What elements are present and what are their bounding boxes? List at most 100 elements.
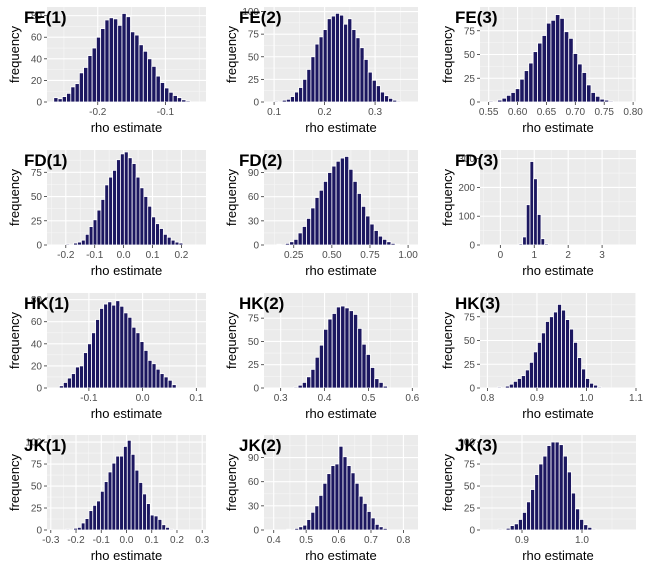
histogram-bar [91, 332, 97, 389]
y-tick-label: 0 [469, 241, 475, 252]
histogram-bar [354, 482, 360, 531]
histogram-bar [57, 98, 63, 103]
histogram-bar [508, 383, 514, 389]
x-tick-label: 0.1 [267, 107, 281, 118]
histogram-bar [335, 12, 340, 103]
histogram-bar [587, 526, 593, 531]
histogram-bar [359, 47, 365, 103]
histogram-bar [138, 44, 144, 103]
x-tick-label: 0.0 [117, 250, 131, 261]
histogram-bar [149, 514, 155, 531]
y-axis-title: frequency [440, 311, 455, 369]
histogram-bar [509, 525, 515, 531]
x-tick-label: 0.50 [322, 250, 342, 261]
histogram-bar [293, 238, 299, 246]
histogram-bar [322, 482, 328, 531]
histogram-bar [100, 490, 105, 531]
histogram-bar [559, 17, 565, 103]
histogram-bar [302, 78, 308, 103]
x-tick-label: 0.55 [479, 107, 499, 118]
histogram-bar [151, 216, 156, 246]
histogram-bar [344, 156, 350, 246]
histogram-panel: 0.3 0.4 0.5 0.6 0 25 50 75 rho estimate frequency… [224, 293, 420, 421]
histogram-bar [366, 511, 372, 531]
histogram-bar [370, 367, 376, 389]
histogram-bar [518, 519, 523, 531]
histogram-bar [301, 226, 307, 246]
histogram-bar [151, 65, 157, 103]
x-tick-label: -0.2 [57, 250, 75, 261]
histogram-bar [153, 515, 159, 531]
histogram-bar [71, 373, 76, 389]
x-tick-label: 0 [498, 250, 504, 261]
histogram-bar [162, 233, 168, 246]
x-axis-title: rho estimate [522, 406, 594, 421]
y-tick-label: 60 [248, 477, 260, 488]
histogram-bar [555, 14, 561, 103]
y-tick-label: 50 [248, 52, 260, 63]
histogram-bar [526, 501, 532, 531]
histogram-bar [146, 503, 151, 531]
histogram-bar [314, 505, 320, 531]
x-tick-label: 1.0 [580, 393, 594, 404]
y-axis-title: frequency [7, 453, 22, 511]
histogram-bar [318, 36, 324, 103]
histogram-bar [119, 455, 124, 531]
histogram-bar [378, 526, 384, 531]
y-tick-label: 75 [464, 460, 476, 471]
histogram-bar [181, 99, 187, 103]
histogram-bar [131, 326, 137, 389]
histogram-bar [131, 163, 137, 246]
histogram-panel: 0.4 0.5 0.6 0.7 0.8 0 30 60 90 rho estimate freque… [224, 435, 418, 563]
histogram-bar [171, 384, 177, 389]
x-axis-title: rho estimate [305, 263, 377, 278]
histogram-bar [310, 56, 316, 103]
histogram-bar [394, 243, 400, 246]
x-tick-label: 1.1 [629, 393, 643, 404]
histogram-bar [168, 91, 174, 103]
histogram-bar [104, 19, 110, 103]
histogram-bar [65, 528, 71, 531]
histogram-bar [523, 70, 530, 103]
x-tick-label: 0.25 [284, 250, 304, 261]
x-tick-label: 0.0 [136, 393, 150, 404]
histogram-bar [297, 384, 303, 389]
histogram-bar [88, 226, 94, 246]
histogram-bar [545, 321, 550, 389]
histogram-bar [178, 242, 184, 246]
histogram-bar [346, 465, 352, 531]
y-axis-title: frequency [7, 311, 22, 369]
histogram-bar [374, 378, 380, 389]
histogram-bar [355, 37, 361, 103]
x-axis-title: rho estimate [91, 548, 163, 563]
histogram-bar [382, 238, 388, 246]
histogram-bar [363, 59, 369, 103]
histogram-bar [314, 197, 320, 246]
histogram-bar [384, 95, 390, 103]
histogram-bar [285, 98, 291, 103]
histogram-bar [87, 343, 92, 389]
histogram-bar [66, 92, 72, 103]
y-tick-label: 20 [31, 76, 43, 87]
histogram-bar [497, 99, 503, 103]
panel-tag: JK(1) [24, 436, 67, 455]
histogram-bar [147, 58, 153, 103]
histogram-bar [176, 97, 183, 103]
y-tick-label: 80 [31, 11, 43, 22]
y-tick-label: 90 [248, 453, 260, 464]
histogram-bar [306, 376, 312, 389]
histogram-bar [352, 180, 358, 246]
histogram-bar [172, 95, 178, 103]
y-tick-label: 100 [458, 438, 475, 449]
histogram-bar [96, 209, 102, 246]
histogram-bar [585, 378, 590, 389]
y-axis-title: frequency [440, 168, 455, 226]
histogram-bar [107, 301, 113, 389]
x-tick-label: 0.3 [274, 393, 288, 404]
histogram-bar [130, 31, 136, 103]
histogram-bar [91, 47, 97, 103]
histogram-bar [306, 69, 312, 103]
panel-tag: HK(3) [455, 294, 500, 313]
histogram-bar [88, 510, 94, 531]
histogram-bar [510, 92, 516, 103]
